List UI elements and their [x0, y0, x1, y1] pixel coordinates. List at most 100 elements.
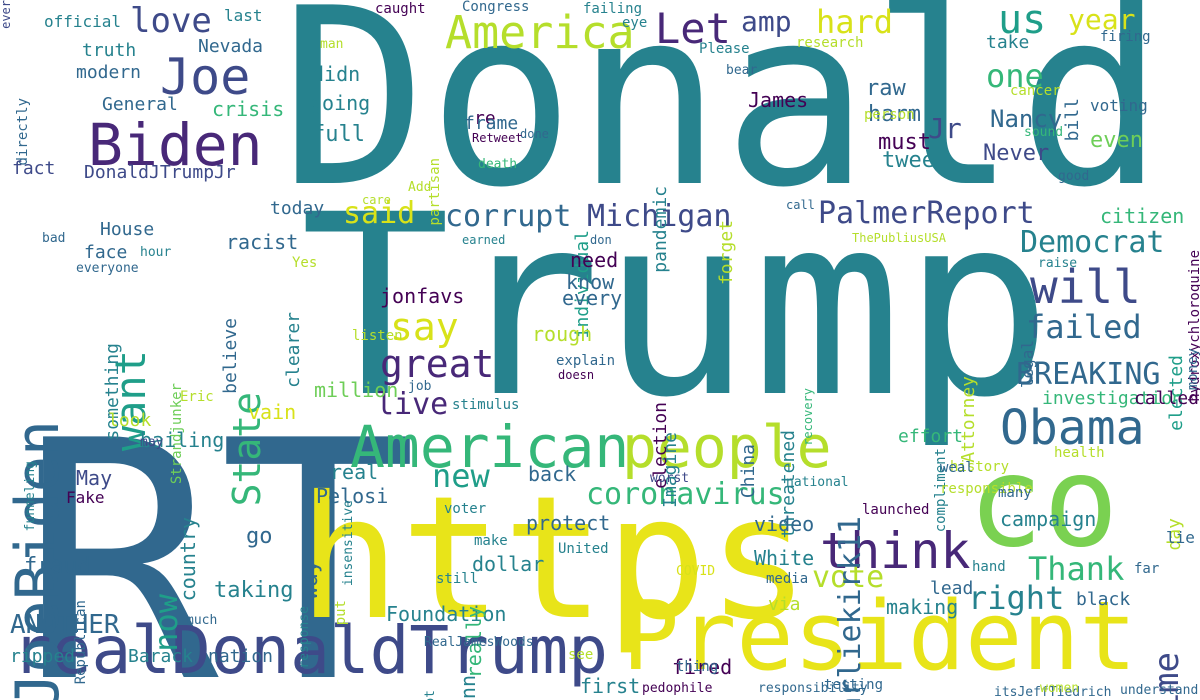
word-taking: taking [214, 578, 294, 603]
word-realjameswoods: RealJamesWoods [424, 635, 534, 650]
word-america: America [445, 6, 635, 59]
word-flynn: Flynn [456, 675, 480, 700]
word-put: put [333, 600, 349, 626]
word-even: even [1090, 128, 1143, 153]
word-national: national [786, 475, 849, 490]
word-eye: eye [622, 15, 648, 31]
word-now: now [147, 594, 185, 652]
word-add: Add [408, 180, 432, 195]
word-launched: launched [862, 502, 930, 518]
word-believe: believe [220, 318, 241, 394]
word-forget: forget [716, 220, 737, 286]
word-bear: bear [726, 63, 758, 78]
word-crisis: crisis [212, 97, 285, 121]
word-cancer: cancer [1010, 83, 1061, 99]
word-ripped: ripped [10, 646, 76, 667]
word-making: making [886, 595, 959, 619]
word-trump: Trump [300, 161, 1053, 452]
word-caught: caught [375, 1, 426, 17]
word-will: will [1030, 260, 1141, 314]
word-take: take [986, 32, 1030, 53]
word-coronavirus: coronavirus [586, 477, 785, 512]
word-yes: Yes [292, 255, 318, 271]
word-barack: Barack [128, 646, 194, 667]
word-great: great [380, 342, 495, 386]
word-think: think [820, 522, 971, 580]
word-effort: effort [898, 426, 964, 447]
word-know: know [566, 270, 615, 294]
word-done: done [520, 127, 549, 141]
word-need: need [570, 248, 619, 272]
word-official: official [44, 12, 122, 31]
word-fake: Fake [66, 488, 105, 507]
word-earned: earned [462, 233, 506, 247]
word-thing: thing [676, 659, 719, 675]
word-much: much [186, 613, 218, 628]
word-nancy: Nancy [990, 105, 1063, 133]
word-funneling: funneling [23, 461, 38, 532]
word-research: research [796, 35, 864, 51]
word-vain: vain [248, 400, 297, 424]
word-full: full [312, 122, 365, 147]
word-one: one [986, 57, 1044, 95]
word-fraud: fraud [24, 554, 91, 579]
word-today: today [270, 198, 325, 219]
word-michigan: Michigan [587, 199, 732, 234]
word-pedophile: pedophile [642, 681, 713, 696]
word-general: General [102, 94, 178, 115]
word-vote: vote [812, 560, 885, 595]
word-death: death [478, 157, 518, 172]
word-bailing: bailing [140, 428, 225, 452]
word-harm: harm [868, 102, 921, 127]
word-american: American [350, 413, 630, 481]
word-campaign: campaign [1000, 507, 1097, 531]
word-jonfavs: jonfavs [380, 284, 465, 308]
word-re: re [474, 108, 496, 129]
word-protect: protect [526, 511, 611, 535]
word-doesn: doesn [558, 368, 595, 382]
word-care: care [362, 193, 391, 207]
word-understand: understand [1120, 683, 1199, 698]
word-person: person [864, 107, 915, 123]
word-fired: fired [672, 655, 733, 679]
word-may: May [76, 466, 113, 490]
word-please: Please [699, 41, 750, 57]
word-man: man [320, 37, 344, 52]
word-first: first [580, 674, 641, 698]
word-responsible: responsible [940, 481, 1033, 497]
word-love: love [130, 1, 212, 41]
word-every: every [562, 286, 623, 310]
word-failing: failing [583, 1, 643, 17]
word-million: million [314, 378, 399, 402]
word-another: ANOTHER [10, 610, 120, 640]
word-pandemic: pandemic [650, 186, 671, 273]
word-country: country [176, 517, 200, 602]
word-congress: Congress [462, 0, 530, 15]
word-real: real [330, 460, 379, 484]
word-directly: directly [15, 98, 31, 166]
word-listen: listen [352, 328, 403, 344]
word-bad: bad [42, 231, 66, 246]
word-let: Let [655, 4, 731, 53]
word-don: don [590, 233, 612, 247]
word-back: back [528, 462, 577, 486]
word-far: far [1134, 561, 1160, 577]
word-didn: didn [312, 62, 361, 86]
word-thank: Thank [1028, 550, 1125, 588]
word-explain: explain [556, 353, 616, 369]
word-president: President [622, 582, 1137, 692]
word-insensitive: insensitive [341, 500, 356, 587]
word-say: say [390, 305, 459, 349]
word-james: James [748, 88, 809, 112]
word-racist: racist [226, 230, 299, 254]
word-stimulus: stimulus [452, 397, 520, 413]
word-got: got [423, 690, 438, 700]
word-tweet: tweet [882, 148, 949, 173]
word-joe: Joe [160, 48, 251, 106]
word-look: look [108, 410, 152, 431]
word-donaldjtrumpjr: DonaldJTrumpJr [84, 162, 236, 183]
word-jr: Jr [928, 112, 962, 145]
word-via: via [768, 594, 801, 615]
word-year: year [1068, 3, 1136, 36]
word-history: history [950, 459, 1010, 475]
